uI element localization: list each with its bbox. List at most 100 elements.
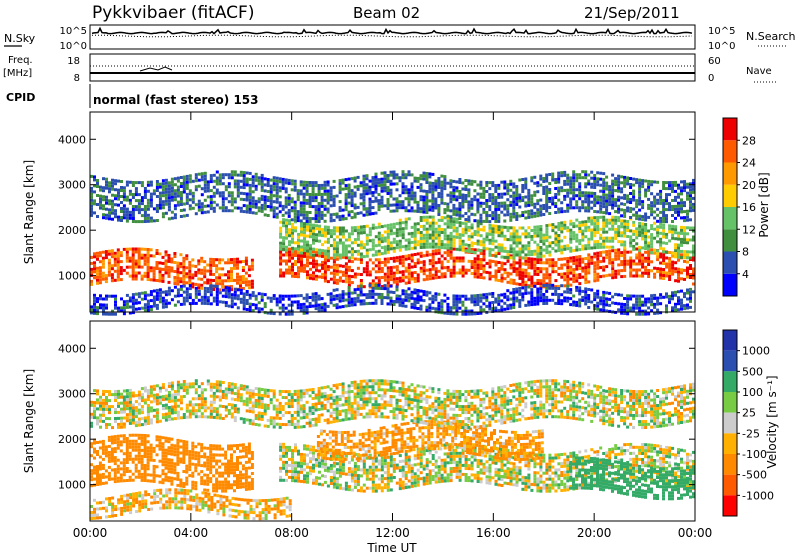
heatmap-cell [108, 184, 111, 188]
heatmap-cell [321, 254, 324, 258]
heatmap-cell [578, 242, 582, 246]
heatmap-cell [338, 226, 342, 230]
heatmap-cell [188, 266, 192, 270]
heatmap-cell [419, 219, 423, 222]
heatmap-cell [422, 245, 426, 249]
heatmap-cell [212, 288, 216, 291]
heatmap-cell [644, 312, 648, 316]
heatmap-cell [560, 224, 564, 228]
heatmap-cell [647, 244, 651, 248]
heatmap-cell [482, 195, 486, 199]
heatmap-cell [422, 293, 426, 297]
heatmap-cell [434, 197, 438, 201]
heatmap-cell [251, 190, 255, 194]
heatmap-cell [587, 297, 591, 300]
heatmap-cell [605, 187, 609, 191]
heatmap-cell [431, 208, 435, 212]
heatmap-cell [383, 230, 387, 234]
heatmap-cell [578, 173, 582, 177]
heatmap-cell [653, 272, 657, 276]
heatmap-cell [473, 275, 477, 279]
heatmap-cell [569, 179, 573, 183]
heatmap-cell [641, 215, 645, 219]
heatmap-cell [425, 175, 429, 178]
heatmap-cell [398, 294, 402, 298]
heatmap-cell [227, 292, 231, 296]
heatmap-cell [212, 258, 216, 261]
heatmap-cell [452, 259, 456, 263]
heatmap-cell [152, 301, 156, 305]
heatmap-cell [146, 204, 150, 208]
heatmap-cell [518, 270, 522, 274]
heatmap-cell [282, 248, 286, 252]
heatmap-cell [191, 282, 195, 286]
heatmap-cell [578, 182, 582, 186]
heatmap-cell [509, 200, 513, 204]
heatmap-cell [557, 192, 561, 196]
heatmap-cell [288, 222, 291, 226]
heatmap-cell [105, 180, 108, 184]
heatmap-cell [416, 292, 420, 295]
heatmap-cell [689, 200, 692, 204]
heatmap-cell [512, 278, 516, 282]
heatmap-cell [188, 263, 192, 267]
heatmap-cell [530, 266, 534, 270]
heatmap-cell [329, 232, 333, 236]
heatmap-cell [440, 195, 444, 199]
heatmap-cell [329, 198, 333, 202]
heatmap-cell [515, 238, 519, 242]
heatmap-cell [596, 301, 600, 305]
heatmap-cell [644, 256, 648, 260]
heatmap-cell [428, 215, 432, 219]
heatmap-cell [593, 210, 597, 213]
heatmap-cell [272, 212, 276, 216]
heatmap-cell [389, 209, 393, 213]
heatmap-cell [650, 242, 654, 246]
heatmap-cell [131, 214, 135, 217]
heatmap-cell [239, 206, 243, 210]
heatmap-cell [386, 250, 390, 254]
heatmap-cell [650, 227, 654, 231]
heatmap-cell [302, 296, 306, 300]
heatmap-cell [524, 280, 528, 284]
heatmap-cell [236, 272, 239, 276]
heatmap-cell [350, 303, 354, 307]
heatmap-cell [386, 260, 390, 264]
heatmap-cell [485, 199, 489, 202]
heatmap-cell [185, 254, 189, 258]
heatmap-cell [149, 293, 153, 297]
heatmap-cell [599, 207, 603, 211]
heatmap-cell [374, 258, 378, 262]
heatmap-cell [458, 256, 462, 260]
heatmap-cell [617, 180, 621, 184]
heatmap-cell [539, 246, 543, 249]
heatmap-cell [686, 218, 689, 222]
heatmap-cell [233, 266, 236, 270]
heatmap-cell [512, 250, 516, 254]
heatmap-cell [440, 240, 444, 243]
heatmap-cell [656, 213, 660, 217]
heatmap-cell [176, 191, 180, 195]
heatmap-cell [536, 252, 540, 256]
heatmap-cell [605, 230, 609, 234]
heatmap-cell [353, 297, 357, 301]
heatmap-cell [617, 269, 621, 273]
heatmap-cell [323, 264, 327, 268]
heatmap-cell [185, 192, 189, 196]
heatmap-cell [383, 251, 387, 255]
heatmap-cell [134, 190, 138, 194]
heatmap-cell [626, 220, 630, 223]
heatmap-cell [131, 305, 135, 309]
heatmap-cell [317, 297, 321, 301]
heatmap-cell [317, 205, 321, 208]
heatmap-cell [608, 261, 612, 265]
heatmap-cell [485, 247, 489, 251]
heatmap-cell [566, 191, 570, 195]
heatmap-cell [99, 297, 102, 301]
heatmap-cell [431, 199, 435, 203]
heatmap-cell [479, 305, 483, 309]
heatmap-cell [428, 245, 432, 249]
heatmap-cell [395, 200, 399, 204]
heatmap-cell [557, 177, 561, 181]
heatmap-cell [503, 307, 507, 311]
